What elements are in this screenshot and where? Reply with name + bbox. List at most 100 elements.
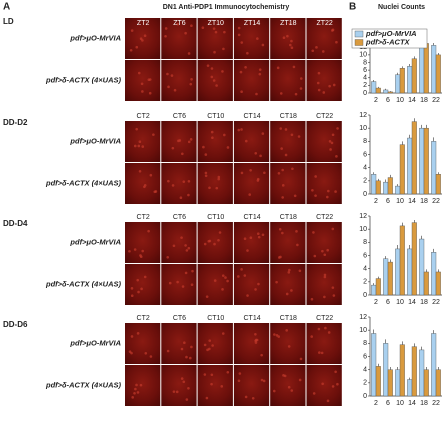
cell-spot: [222, 47, 225, 51]
cell-spot: [175, 390, 179, 394]
x-tick-label: 6: [386, 400, 390, 407]
micrograph: [125, 323, 161, 364]
cell-spot: [317, 88, 321, 92]
cell-spot: [279, 92, 283, 95]
cell-spot: [299, 87, 303, 90]
y-tick-label: 0: [363, 90, 367, 97]
cell-spot: [187, 140, 191, 144]
time-label: ZT18: [280, 20, 296, 27]
bar: [435, 369, 441, 397]
cell-spot: [215, 84, 218, 87]
time-label: CT18: [280, 214, 297, 221]
row-label: pdf>μO-MrVIA: [69, 237, 121, 246]
cell-spot: [221, 332, 225, 335]
cell-spot: [135, 383, 138, 387]
cell-spot: [139, 383, 143, 387]
cell-spot: [290, 389, 294, 392]
cell-spot: [314, 175, 317, 178]
cell-spot: [166, 349, 170, 353]
cell-spot: [324, 326, 327, 330]
y-tick-label: 2: [363, 178, 367, 185]
bar: [411, 346, 417, 397]
bar: [383, 258, 389, 296]
cell-spot: [168, 281, 172, 285]
cell-spot: [272, 389, 276, 393]
cell-spot: [331, 227, 335, 231]
cell-spot: [248, 193, 252, 196]
cell-spot: [244, 395, 248, 399]
cell-spot: [311, 188, 314, 192]
cell-spot: [312, 231, 315, 234]
cell-spot: [187, 179, 191, 183]
cell-spot: [332, 294, 336, 297]
cell-spot: [133, 144, 137, 148]
bar: [375, 366, 381, 397]
bar: [435, 271, 441, 296]
cell-spot: [259, 154, 262, 158]
x-tick-label: 22: [432, 97, 440, 104]
cell-spot: [317, 71, 321, 75]
cell-spot: [281, 231, 284, 235]
cell-spot: [205, 396, 209, 400]
y-tick-label: 2: [363, 380, 367, 387]
cell-spot: [297, 135, 301, 138]
time-label: CT18: [280, 315, 297, 322]
bar: [435, 54, 441, 94]
micrograph: [125, 264, 161, 305]
cell-spot: [128, 350, 132, 353]
cell-spot: [261, 43, 265, 47]
cell-spot: [323, 273, 327, 277]
cell-spot: [143, 185, 146, 189]
y-tick-label: 8: [363, 340, 367, 347]
bar: [395, 369, 401, 397]
legend-swatch: [354, 30, 364, 38]
cell-spot: [204, 153, 208, 156]
bar: [419, 349, 425, 397]
micrograph: [125, 163, 161, 204]
cell-spot: [187, 387, 190, 390]
cell-spot: [289, 43, 292, 47]
cell-spot: [190, 283, 194, 287]
cell-spot: [281, 184, 285, 187]
micrograph: [197, 163, 233, 204]
cell-spot: [298, 378, 302, 382]
cell-spot: [167, 179, 170, 183]
panel-label: A: [3, 2, 10, 13]
bar: [371, 81, 377, 94]
micrograph: [270, 60, 306, 101]
y-tick-label: 4: [363, 75, 367, 82]
cell-spot: [223, 133, 226, 137]
cell-spot: [204, 174, 208, 178]
time-label: CT22: [316, 214, 333, 221]
bar: [431, 252, 437, 296]
legend-label: pdf>μO-MrVIA: [365, 29, 417, 38]
cell-spot: [286, 34, 289, 38]
cell-spot: [140, 287, 143, 291]
time-label: CT2: [137, 214, 150, 221]
cell-spot: [208, 339, 212, 342]
cell-spot: [181, 285, 185, 288]
cell-spot: [214, 30, 218, 34]
cell-spot: [254, 338, 258, 342]
cell-spot: [226, 370, 230, 374]
cell-spot: [152, 133, 155, 136]
micrograph: [125, 60, 161, 101]
cell-spot: [210, 67, 214, 70]
time-label: CT10: [207, 315, 224, 322]
cell-spot: [185, 249, 189, 252]
x-tick-label: 10: [396, 299, 404, 306]
cell-spot: [188, 356, 192, 360]
bar: [399, 68, 405, 94]
cell-spot: [327, 331, 331, 334]
bar: [387, 261, 393, 296]
cell-spot: [322, 91, 326, 94]
x-tick-label: 22: [432, 400, 440, 407]
section-label: DD-D6: [3, 320, 28, 329]
cell-spot: [318, 351, 321, 354]
cell-spot: [278, 227, 282, 231]
cell-spot: [177, 139, 180, 143]
cell-spot: [130, 335, 134, 338]
cell-spot: [323, 275, 327, 279]
cell-spot: [317, 327, 321, 331]
cell-spot: [237, 379, 241, 383]
